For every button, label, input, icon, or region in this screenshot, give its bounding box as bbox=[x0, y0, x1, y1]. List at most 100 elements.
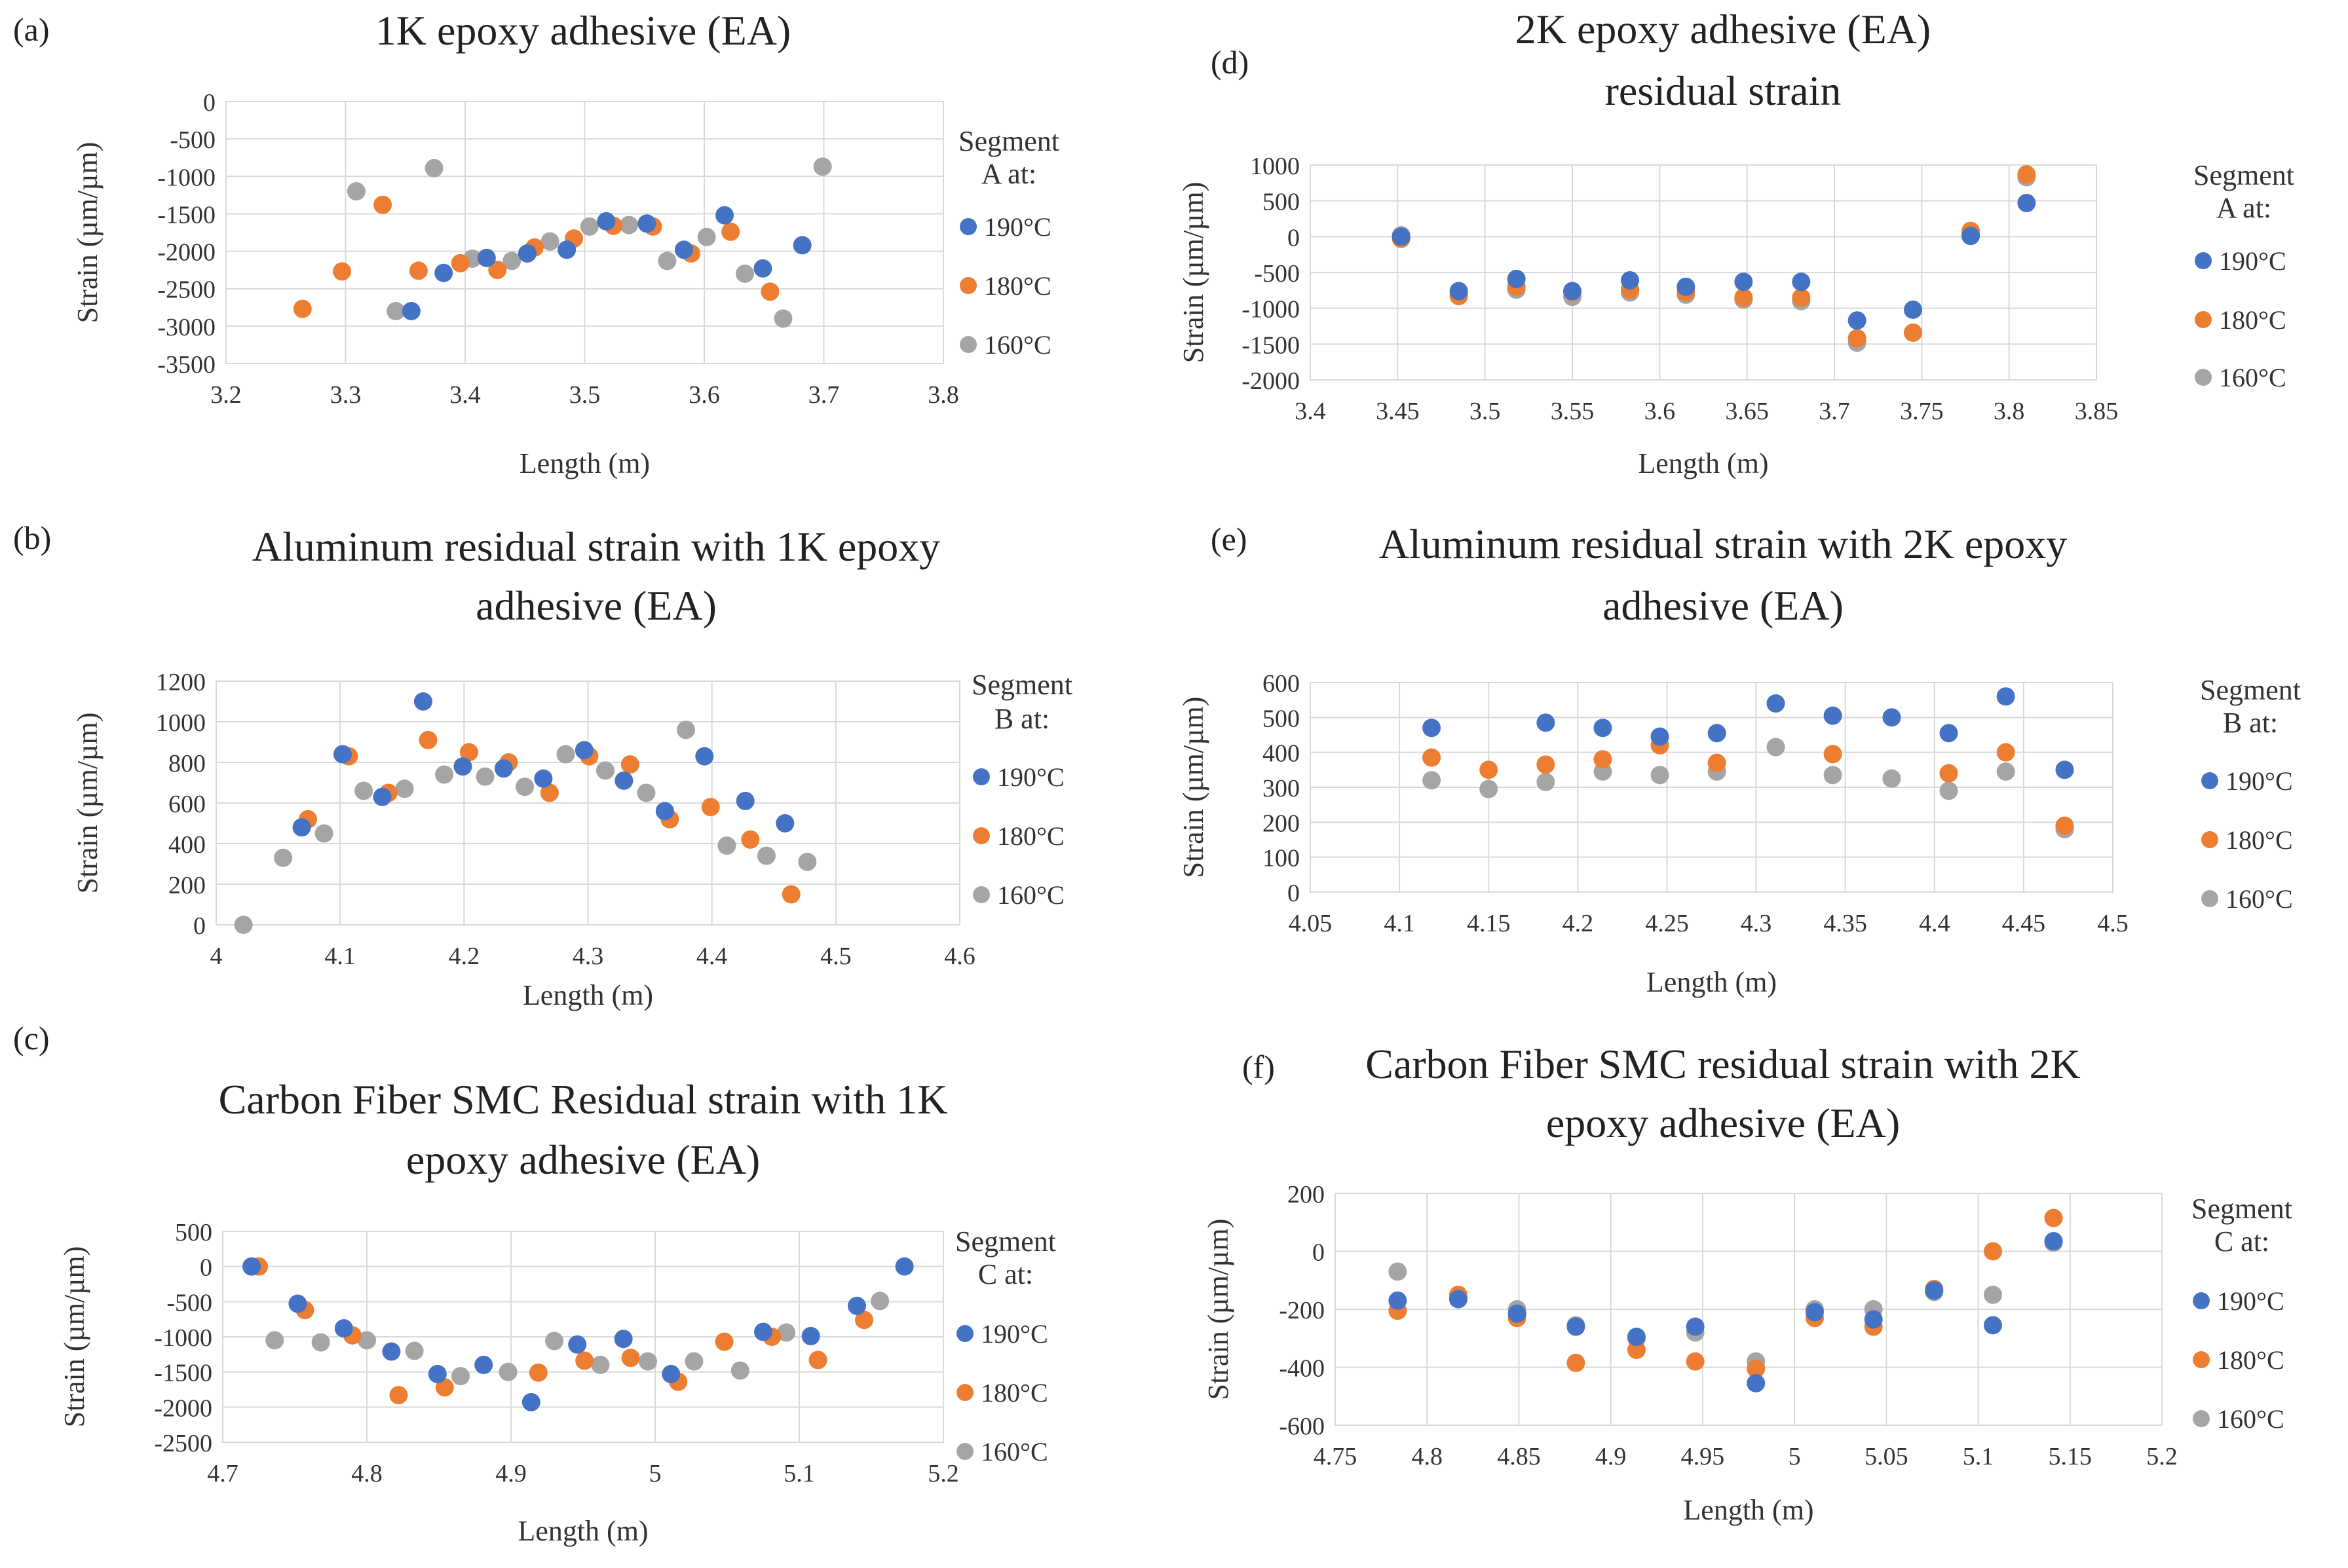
x-tick-label-d: 3.7 bbox=[1819, 398, 1850, 425]
x-tick-label-d: 3.65 bbox=[1725, 398, 1769, 425]
data-point-e-180c bbox=[1707, 753, 1726, 772]
data-point-b-190c bbox=[615, 771, 634, 790]
legend-title-b-line-2: B at: bbox=[994, 703, 1050, 735]
data-point-c-180c bbox=[715, 1332, 734, 1351]
y-tick-label-b: 0 bbox=[193, 912, 206, 940]
chart-title-c-line-1: Carbon Fiber SMC Residual strain with 1K bbox=[219, 1076, 948, 1123]
y-tick-label-c: -2000 bbox=[154, 1394, 212, 1422]
legend-marker-c-180c bbox=[956, 1384, 974, 1401]
data-point-c-160c bbox=[591, 1355, 610, 1374]
legend-label-a-180c: 180°C bbox=[984, 271, 1051, 301]
panel-label-a: (a) bbox=[13, 11, 50, 48]
x-tick-label-b: 4.2 bbox=[449, 943, 480, 970]
data-point-f-180c bbox=[1747, 1359, 1766, 1378]
data-point-a-190c bbox=[597, 212, 616, 231]
data-point-a-180c bbox=[293, 299, 312, 318]
y-tick-label-e: 200 bbox=[1262, 810, 1300, 837]
y-tick-label-c: 0 bbox=[200, 1254, 212, 1282]
data-point-e-160c bbox=[1996, 762, 2015, 781]
y-tick-label-e: 100 bbox=[1262, 845, 1300, 872]
x-tick-label-c: 5.2 bbox=[928, 1460, 959, 1487]
legend-title-a-line-2: A at: bbox=[981, 158, 1036, 190]
data-point-c-160c bbox=[639, 1352, 657, 1371]
data-point-c-190c bbox=[334, 1319, 353, 1338]
legend-title-f-line-1: Segment bbox=[2191, 1193, 2292, 1225]
chart-title-e-line-2: adhesive (EA) bbox=[1602, 582, 1844, 629]
data-point-e-190c bbox=[1939, 724, 1958, 743]
y-axis-label-a: Strain (µm/µm) bbox=[71, 142, 104, 324]
data-point-c-180c bbox=[529, 1363, 548, 1382]
legend-label-e-190c: 190°C bbox=[2225, 766, 2293, 796]
y-tick-label-a: -3500 bbox=[157, 351, 216, 379]
chart-title-b-line-2: adhesive (EA) bbox=[476, 582, 717, 629]
legend-title-d-line-2: A at: bbox=[2216, 192, 2271, 224]
data-point-b-160c bbox=[717, 836, 736, 855]
data-point-a-160c bbox=[620, 215, 639, 234]
y-tick-label-f: -200 bbox=[1279, 1297, 1325, 1324]
data-point-f-190c bbox=[1983, 1316, 2002, 1335]
data-point-c-160c bbox=[545, 1332, 563, 1351]
chart-title-d-line-1: 2K epoxy adhesive (EA) bbox=[1515, 6, 1931, 52]
legend-marker-a-190c bbox=[960, 218, 977, 235]
x-tick-label-e: 4.15 bbox=[1467, 910, 1511, 937]
data-point-b-180c bbox=[741, 830, 760, 849]
y-tick-label-a: -1000 bbox=[157, 164, 216, 191]
x-tick-label-f: 5.15 bbox=[2049, 1443, 2092, 1470]
y-tick-label-c: -500 bbox=[166, 1289, 212, 1316]
data-point-e-160c bbox=[1882, 769, 1901, 788]
y-tick-label-e: 300 bbox=[1262, 775, 1300, 802]
legend-label-d-180c: 180°C bbox=[2219, 305, 2286, 335]
data-point-a-160c bbox=[502, 252, 521, 271]
legend-marker-d-190c bbox=[2195, 252, 2212, 269]
x-tick-label-b: 4.5 bbox=[820, 943, 852, 970]
data-point-f-160c bbox=[1983, 1285, 2002, 1304]
data-point-e-190c bbox=[1650, 727, 1669, 746]
chart-d-svg: (d) 2K epoxy adhesive (EA) residual strain… bbox=[1177, 6, 2294, 479]
y-tick-label-a: -500 bbox=[170, 126, 216, 154]
y-tick-label-b: 800 bbox=[168, 750, 206, 777]
data-point-b-160c bbox=[476, 767, 495, 786]
data-point-e-180c bbox=[1996, 743, 2015, 762]
y-tick-label-a: -2000 bbox=[157, 239, 216, 267]
data-point-a-160c bbox=[736, 264, 755, 283]
data-point-b-190c bbox=[736, 791, 755, 810]
data-point-e-180c bbox=[1536, 755, 1555, 774]
data-point-a-180c bbox=[333, 262, 352, 281]
data-point-a-160c bbox=[697, 227, 716, 246]
legend-marker-d-160c bbox=[2195, 369, 2212, 386]
data-point-c-190c bbox=[895, 1257, 914, 1276]
data-point-f-190c bbox=[1566, 1317, 1585, 1336]
data-point-d-180c bbox=[1904, 323, 1922, 342]
legend-marker-b-160c bbox=[973, 886, 990, 903]
data-point-e-190c bbox=[1882, 708, 1901, 727]
data-point-c-160c bbox=[777, 1323, 796, 1342]
data-point-e-160c bbox=[1823, 766, 1842, 785]
legend-title-c-line-2: C at: bbox=[978, 1258, 1033, 1290]
y-tick-label-b: 600 bbox=[168, 791, 206, 818]
x-tick-label-f: 4.9 bbox=[1595, 1443, 1627, 1470]
data-point-a-160c bbox=[425, 159, 444, 177]
data-point-c-190c bbox=[662, 1364, 681, 1383]
data-point-b-160c bbox=[556, 745, 575, 764]
y-axis-label-d: Strain (µm/µm) bbox=[1177, 182, 1209, 364]
chart-title-f-line-2: epoxy adhesive (EA) bbox=[1546, 1100, 1900, 1146]
legend-marker-f-190c bbox=[2193, 1292, 2210, 1309]
data-point-d-190c bbox=[1676, 277, 1695, 296]
data-point-f-190c bbox=[1925, 1281, 1944, 1300]
x-tick-label-c: 4.8 bbox=[351, 1460, 383, 1487]
data-point-b-180c bbox=[419, 730, 438, 749]
y-tick-label-e: 0 bbox=[1287, 880, 1300, 907]
panel-label-c: (c) bbox=[13, 1020, 50, 1056]
panel-label-f: (f) bbox=[1242, 1049, 1275, 1085]
legend-label-d-160c: 160°C bbox=[2219, 363, 2286, 392]
panel-label-e: (e) bbox=[1211, 521, 1247, 557]
x-tick-label-b: 4 bbox=[210, 943, 223, 970]
legend-marker-d-180c bbox=[2195, 311, 2212, 328]
x-tick-label-e: 4.45 bbox=[2002, 910, 2046, 937]
data-point-e-190c bbox=[1422, 719, 1441, 737]
data-point-c-190c bbox=[568, 1335, 587, 1354]
x-tick-label-d: 3.55 bbox=[1551, 398, 1595, 425]
legend-label-c-180c: 180°C bbox=[981, 1378, 1048, 1408]
x-tick-label-d: 3.6 bbox=[1644, 398, 1676, 425]
y-tick-label-e: 400 bbox=[1262, 740, 1300, 768]
